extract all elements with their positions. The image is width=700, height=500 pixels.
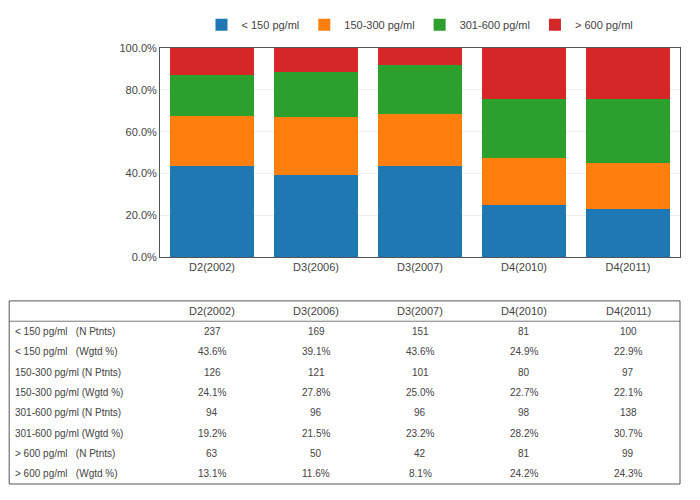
svg-text:27.8%: 27.8%	[302, 387, 330, 398]
svg-text:301-600 pg/ml: 301-600 pg/ml	[460, 19, 530, 31]
svg-text:169: 169	[308, 326, 325, 337]
svg-text:81: 81	[518, 326, 530, 337]
svg-text:22.1%: 22.1%	[614, 387, 642, 398]
svg-text:138: 138	[620, 407, 637, 418]
svg-text:D4(2011): D4(2011)	[606, 305, 651, 317]
svg-text:96: 96	[310, 407, 322, 418]
svg-text:50: 50	[310, 448, 322, 459]
svg-text:126: 126	[204, 367, 221, 378]
svg-text:22.7%: 22.7%	[510, 387, 538, 398]
svg-text:39.1%: 39.1%	[302, 346, 330, 357]
svg-text:D4(2010): D4(2010)	[501, 305, 547, 317]
svg-text:8.1%: 8.1%	[409, 468, 432, 479]
svg-text:150-300 pg/ml: 150-300 pg/ml	[344, 19, 414, 31]
svg-text:D3(2006): D3(2006)	[293, 261, 339, 273]
svg-text:> 600 pg/ml (Wgtd %): > 600 pg/ml (Wgtd %)	[15, 468, 118, 479]
svg-text:28.2%: 28.2%	[510, 428, 538, 439]
svg-text:11.6%: 11.6%	[302, 468, 330, 479]
svg-text:> 600 pg/ml: > 600 pg/ml	[575, 19, 633, 31]
svg-text:121: 121	[308, 367, 325, 378]
svg-text:> 600 pg/ml (N Ptnts): > 600 pg/ml (N Ptnts)	[15, 448, 115, 459]
svg-text:94: 94	[206, 407, 218, 418]
svg-text:98: 98	[518, 407, 530, 418]
svg-text:96: 96	[414, 407, 426, 418]
svg-text:23.2%: 23.2%	[406, 428, 434, 439]
svg-text:20.0%: 20.0%	[126, 209, 157, 221]
svg-text:22.9%: 22.9%	[614, 346, 642, 357]
svg-text:40.0%: 40.0%	[126, 167, 157, 179]
svg-text:63: 63	[206, 448, 218, 459]
svg-text:97: 97	[622, 367, 634, 378]
svg-text:237: 237	[204, 326, 221, 337]
svg-text:D3(2007): D3(2007)	[397, 305, 443, 317]
svg-text:D2(2002): D2(2002)	[189, 261, 235, 273]
svg-text:99: 99	[622, 448, 634, 459]
svg-text:24.1%: 24.1%	[198, 387, 226, 398]
svg-text:80: 80	[518, 367, 530, 378]
svg-text:24.9%: 24.9%	[510, 346, 538, 357]
svg-text:30.7%: 30.7%	[614, 428, 642, 439]
svg-text:42: 42	[414, 448, 426, 459]
svg-text:301-600 pg/ml (N Ptnts): 301-600 pg/ml (N Ptnts)	[15, 407, 121, 418]
svg-text:21.5%: 21.5%	[302, 428, 330, 439]
svg-text:< 150 pg/ml (N Ptnts): < 150 pg/ml (N Ptnts)	[15, 326, 115, 337]
svg-text:D4(2011): D4(2011)	[605, 261, 650, 273]
svg-text:D2(2002): D2(2002)	[189, 305, 235, 317]
svg-text:24.3%: 24.3%	[614, 468, 642, 479]
svg-text:150-300 pg/ml (N Ptnts): 150-300 pg/ml (N Ptnts)	[15, 367, 121, 378]
svg-text:< 150 pg/ml: < 150 pg/ml	[242, 19, 300, 31]
svg-text:100: 100	[620, 326, 637, 337]
svg-text:43.6%: 43.6%	[198, 346, 226, 357]
svg-text:24.2%: 24.2%	[510, 468, 538, 479]
svg-text:101: 101	[412, 367, 429, 378]
svg-text:D3(2006): D3(2006)	[293, 305, 339, 317]
svg-text:D4(2010): D4(2010)	[501, 261, 547, 273]
svg-text:19.2%: 19.2%	[198, 428, 226, 439]
svg-text:80.0%: 80.0%	[126, 84, 157, 96]
svg-text:43.6%: 43.6%	[406, 346, 434, 357]
svg-text:D3(2007): D3(2007)	[397, 261, 443, 273]
svg-text:100.0%: 100.0%	[119, 42, 157, 54]
svg-text:151: 151	[412, 326, 429, 337]
svg-text:0.0%: 0.0%	[132, 251, 157, 263]
svg-text:150-300 pg/ml (Wgtd %): 150-300 pg/ml (Wgtd %)	[15, 387, 123, 398]
svg-text:301-600 pg/ml (Wgtd %): 301-600 pg/ml (Wgtd %)	[15, 428, 123, 439]
svg-text:13.1%: 13.1%	[198, 468, 226, 479]
svg-text:25.0%: 25.0%	[406, 387, 434, 398]
svg-text:60.0%: 60.0%	[126, 126, 157, 138]
svg-text:81: 81	[518, 448, 530, 459]
svg-text:< 150 pg/ml (Wgtd %): < 150 pg/ml (Wgtd %)	[15, 346, 118, 357]
